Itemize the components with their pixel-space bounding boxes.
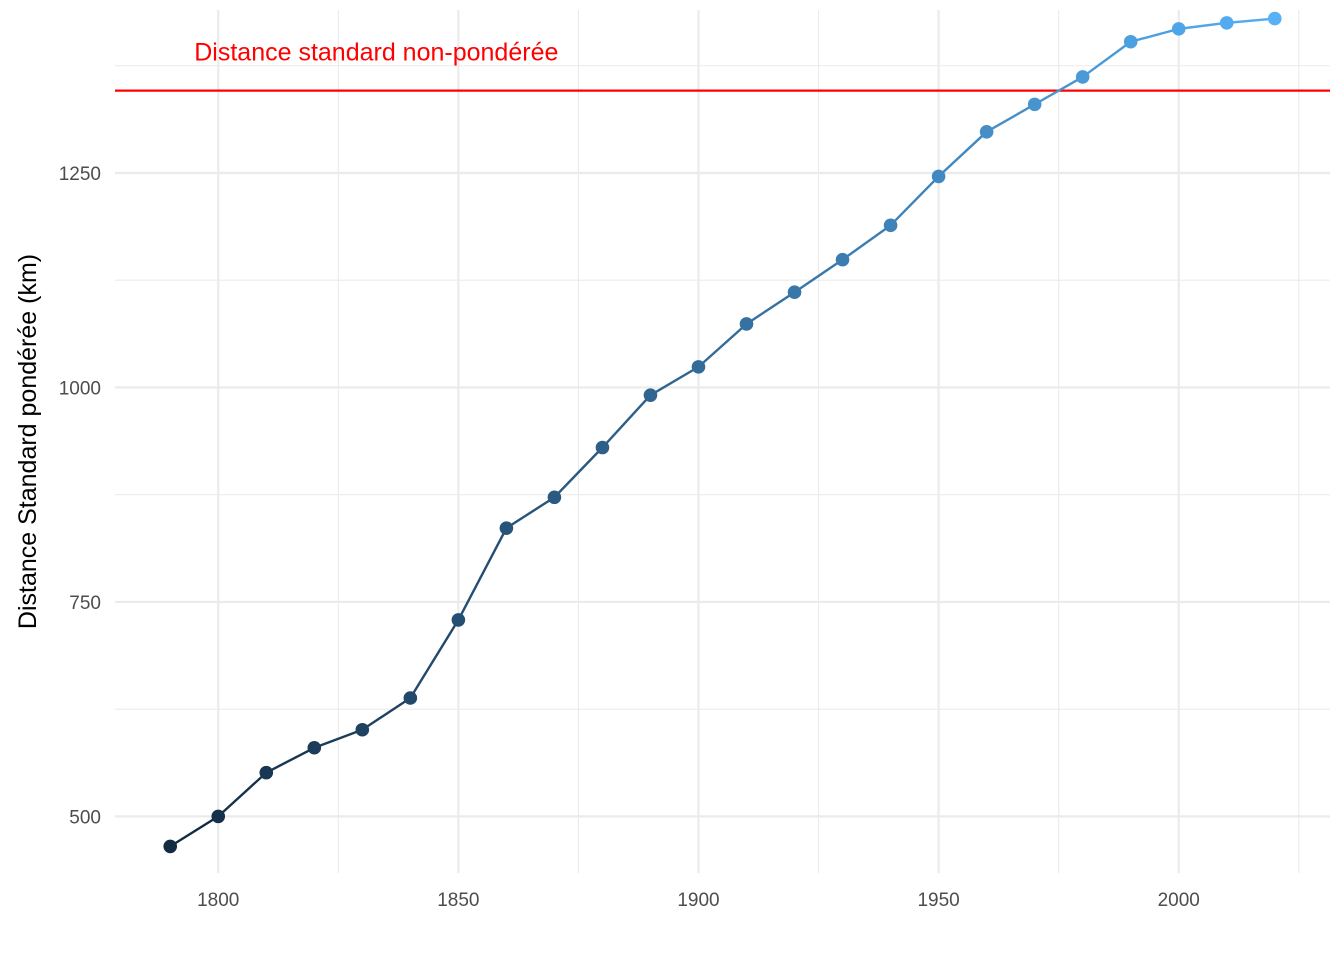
x-tick-label: 2000 [1158,890,1200,911]
series-line-segment [457,526,508,622]
series-line-segment [1225,17,1276,25]
series-line-segment [841,224,892,261]
series-line-segment [505,496,556,530]
series-line-segment [697,322,748,369]
data-point [931,169,946,184]
data-point [883,218,898,233]
data-point [739,317,754,331]
series-line-segment [985,103,1036,134]
series-line-segment [937,130,988,178]
data-point [787,285,802,300]
data-point [259,765,274,780]
series-line-segment [649,365,700,397]
data-point [691,360,706,374]
series-group [163,11,1282,854]
series-line-segment [889,175,940,227]
data-point [1075,70,1090,84]
minor-gridlines [115,10,1330,873]
data-point [595,440,610,455]
y-tick-label: 750 [69,593,101,614]
series-line-segment [265,746,316,774]
series-line-segment [601,393,652,449]
reference-line-label: Distance standard non-pondérée [194,39,558,67]
x-axis-ticks: 1800 1850 1900 1950 2000 [197,890,1200,911]
series-line-segment [745,291,796,326]
data-point [163,839,178,854]
series-line-segment [793,258,844,294]
y-tick-label: 500 [69,807,101,828]
data-point [547,490,562,505]
series-line-segment [1177,21,1228,31]
y-axis-ticks: 500 750 1000 1250 [59,164,101,828]
series-line-segment [361,696,412,731]
data-point [1123,34,1138,49]
series-line-segment [1033,75,1084,106]
y-tick-label: 1250 [59,164,101,185]
data-point [643,388,658,402]
series-line-segment [553,446,604,499]
series-line-segment [1129,27,1180,43]
x-tick-label: 1900 [677,890,719,911]
data-point [355,722,370,737]
x-tick-label: 1800 [197,890,239,911]
series-line-segment [409,618,460,700]
y-axis-title: Distance Standard pondérée (km) [14,254,42,629]
x-tick-label: 1850 [437,890,479,911]
data-point [403,691,418,705]
data-point [1171,22,1186,36]
data-point [211,809,226,824]
data-point [451,613,466,627]
data-point [1267,11,1282,26]
y-tick-label: 1000 [59,378,101,399]
data-point [979,125,994,139]
data-point [835,252,850,267]
data-point [499,521,514,535]
series-line-segment [169,815,220,848]
series-line-segment [1081,40,1132,79]
data-point [307,740,322,755]
major-gridlines [115,10,1330,873]
x-tick-label: 1950 [917,890,959,911]
data-point [1027,97,1042,112]
series-line-segment [313,728,364,749]
data-point [1219,16,1234,30]
series-line-segment [217,771,268,818]
